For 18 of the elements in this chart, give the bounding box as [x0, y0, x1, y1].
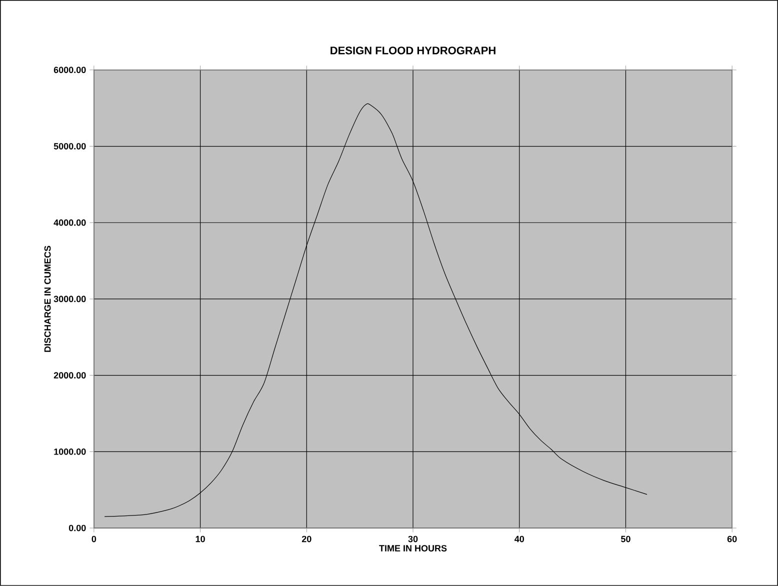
x-tick-label: 30 [408, 536, 418, 542]
chart-title: DESIGN FLOOD HYDROGRAPH [330, 46, 496, 54]
x-tick-label: 40 [514, 536, 524, 542]
y-tick-label: 6000.00 [54, 66, 86, 74]
x-tick-label: 60 [727, 536, 737, 542]
y-tick-label: 4000.00 [54, 219, 86, 226]
y-axis-title: DISCHARGE IN CUMECS [44, 246, 51, 352]
y-tick-label: 0.00 [68, 524, 86, 532]
x-axis-title: TIME IN HOURS [379, 545, 447, 552]
y-tick-label: 2000.00 [54, 372, 86, 379]
x-tick-label: 0 [92, 536, 96, 542]
y-tick-label: 3000.00 [54, 296, 86, 302]
x-tick-label: 10 [196, 536, 205, 542]
y-tick-label: 1000.00 [54, 448, 86, 455]
line-series [104, 104, 648, 517]
x-tick-label: 50 [621, 536, 630, 542]
y-tick-label: 5000.00 [54, 143, 86, 150]
x-tick-label: 20 [302, 536, 312, 542]
